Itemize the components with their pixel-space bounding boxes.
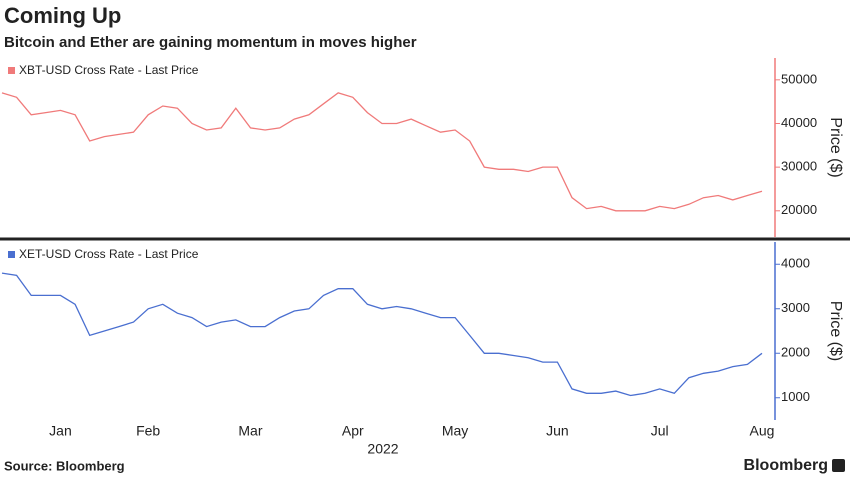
- title: Coming Up: [4, 3, 121, 28]
- y-tick-label: 4000: [781, 256, 810, 271]
- y-axis-label: Price ($): [827, 301, 844, 361]
- y-tick-label: 20000: [781, 202, 817, 217]
- y-tick-label: 50000: [781, 71, 817, 86]
- price-line: [1, 92, 763, 212]
- y-tick-label: 1000: [781, 389, 810, 404]
- x-tick-label: Jul: [651, 423, 669, 439]
- x-tick-label: Apr: [342, 423, 364, 439]
- x-tick-label: Feb: [136, 423, 160, 439]
- legend-label: XET-USD Cross Rate - Last Price: [19, 247, 199, 261]
- source: Source: Bloomberg: [4, 458, 125, 473]
- y-tick-label: 3000: [781, 300, 810, 315]
- price-line: [1, 272, 763, 397]
- y-axis-label: Price ($): [827, 117, 844, 177]
- legend-swatch: [8, 251, 15, 258]
- y-tick-label: 30000: [781, 159, 817, 174]
- x-tick-label: Mar: [238, 423, 262, 439]
- x-tick-label: May: [442, 423, 468, 439]
- legend-swatch: [8, 67, 15, 74]
- y-tick-label: 2000: [781, 345, 810, 360]
- y-tick-label: 40000: [781, 115, 817, 130]
- x-tick-label: Jan: [49, 423, 72, 439]
- subtitle: Bitcoin and Ether are gaining momentum i…: [4, 34, 417, 51]
- legend-label: XBT-USD Cross Rate - Last Price: [19, 63, 199, 77]
- x-axis-label: 2022: [367, 441, 398, 457]
- x-tick-label: Aug: [750, 423, 775, 439]
- x-tick-label: Jun: [546, 423, 569, 439]
- brand: Bloomberg: [744, 457, 828, 474]
- brand-icon: [832, 459, 845, 472]
